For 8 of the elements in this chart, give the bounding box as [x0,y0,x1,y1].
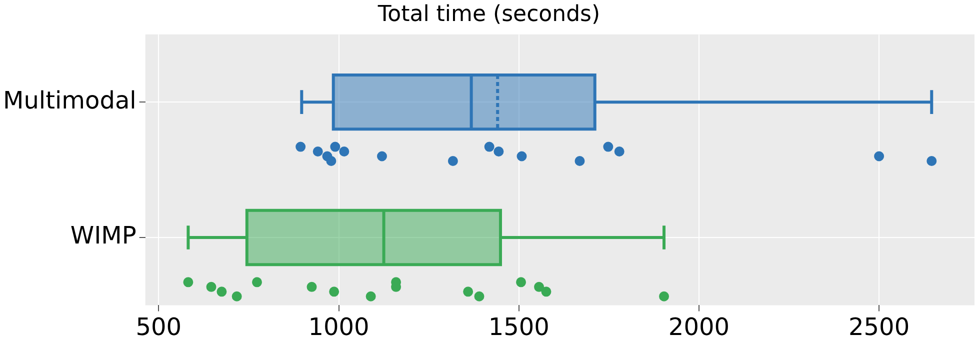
x-tick-label: 2000 [668,312,730,341]
x-tick-label: 1000 [308,312,370,341]
y-tick-label: WIMP [70,222,136,250]
x-tick-label: 500 [136,312,182,341]
y-tick-label: Multimodal [2,86,136,114]
x-tick-label: 1500 [488,312,550,341]
x-tick-label: 2500 [848,312,910,341]
chart-title: Total time (seconds) [376,2,600,27]
